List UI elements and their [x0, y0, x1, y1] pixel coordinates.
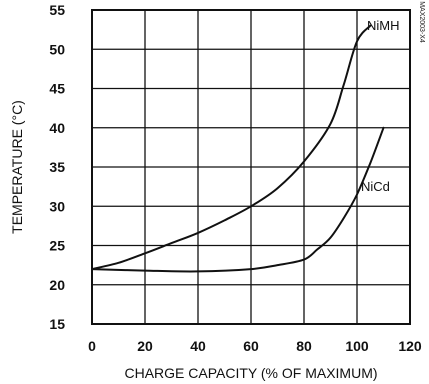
x-tick-label-0: 0 [88, 338, 96, 354]
y-tick-label-40: 40 [49, 120, 65, 136]
series-line-nicd [91, 126, 385, 273]
figure-code: MAX2003-X4 [418, 1, 425, 43]
y-tick-label-20: 20 [49, 277, 65, 293]
grid [92, 10, 410, 324]
y-tick-label-55: 55 [49, 2, 65, 18]
y-tick-labels: 15 20 25 30 35 40 45 50 55 [49, 2, 65, 332]
x-tick-label-20: 20 [137, 338, 153, 354]
x-tick-label-60: 60 [243, 338, 259, 354]
series-label-nicd: NiCd [361, 179, 390, 194]
y-axis-title: TEMPERATURE (°C) [9, 100, 25, 234]
y-tick-label-30: 30 [49, 198, 65, 214]
x-tick-label-100: 100 [345, 338, 369, 354]
y-tick-label-15: 15 [49, 316, 65, 332]
x-tick-label-40: 40 [190, 338, 206, 354]
y-tick-label-35: 35 [49, 159, 65, 175]
series-label-nimh: NiMH [367, 18, 400, 33]
series-lines [91, 24, 385, 273]
plot-frame [91, 9, 411, 325]
y-tick-label-50: 50 [49, 41, 65, 57]
x-tick-label-80: 80 [296, 338, 312, 354]
x-tick-label-120: 120 [398, 338, 422, 354]
series-line-nimh [91, 24, 372, 271]
x-axis-title: CHARGE CAPACITY (% OF MAXIMUM) [124, 365, 377, 381]
y-tick-label-25: 25 [49, 238, 65, 254]
y-tick-label-45: 45 [49, 81, 65, 97]
x-tick-labels: 0 20 40 60 80 100 120 [88, 338, 422, 354]
